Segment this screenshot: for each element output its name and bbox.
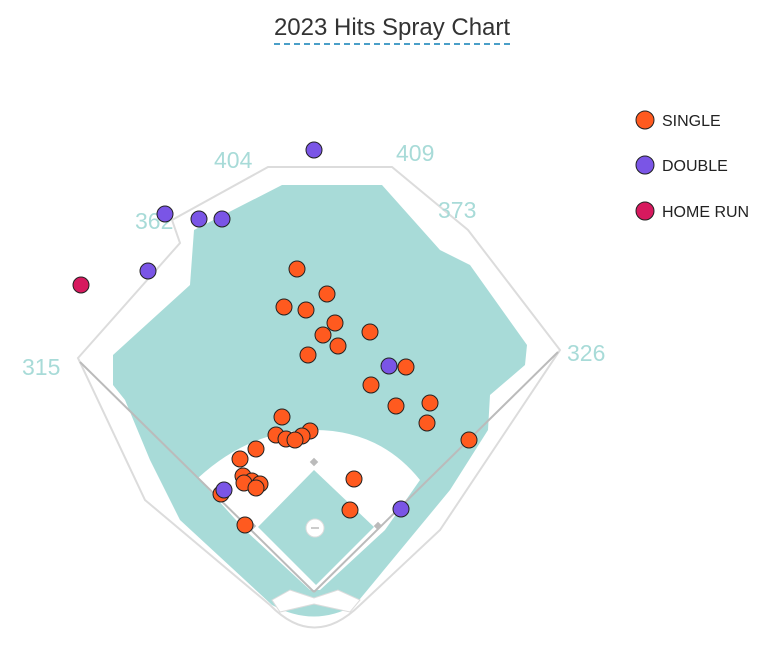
hit-marker-single <box>418 414 436 432</box>
hit-marker-single <box>387 397 405 415</box>
distance-labels: 315 362 404 409 373 326 <box>22 140 605 380</box>
hit-marker-single <box>345 470 363 488</box>
hit-marker-single <box>299 346 317 364</box>
hit-marker-double <box>156 205 174 223</box>
distance-label-lcf: 404 <box>214 147 253 173</box>
hit-marker-double <box>215 481 233 499</box>
hit-marker-single <box>361 323 379 341</box>
hit-marker-home-run <box>72 276 90 294</box>
legend-label-double: DOUBLE <box>662 158 728 175</box>
distance-label-rcf: 409 <box>396 140 434 166</box>
hit-marker-double <box>305 141 323 159</box>
hit-marker-single <box>297 301 315 319</box>
hit-marker-double <box>380 357 398 375</box>
first-base <box>373 521 383 531</box>
legend-marker-home-run <box>635 201 655 221</box>
legend-label-single: SINGLE <box>662 113 721 130</box>
legend: SINGLE DOUBLE HOME RUN <box>635 110 749 221</box>
hit-marker-single <box>286 431 304 449</box>
hit-marker-single <box>362 376 380 394</box>
legend-item-double[interactable]: DOUBLE <box>635 155 728 175</box>
hit-marker-single <box>460 431 478 449</box>
hits <box>72 141 478 534</box>
hit-marker-single <box>231 450 249 468</box>
hit-marker-single <box>341 501 359 519</box>
right-foul-line <box>313 351 559 593</box>
legend-item-home-run[interactable]: HOME RUN <box>635 201 749 221</box>
legend-item-single[interactable]: SINGLE <box>635 110 721 130</box>
chart-title-text: 2023 Hits Spray Chart <box>273 14 511 45</box>
hit-marker-single <box>247 440 265 458</box>
hit-marker-single <box>329 337 347 355</box>
ballpark-field <box>76 166 562 629</box>
hit-marker-single <box>275 298 293 316</box>
hit-marker-single <box>288 260 306 278</box>
chart-title: 2023 Hits Spray Chart <box>0 14 784 45</box>
second-base <box>309 457 319 467</box>
hit-marker-double <box>213 210 231 228</box>
hit-marker-single <box>326 314 344 332</box>
hit-marker-double <box>139 262 157 280</box>
hit-marker-single <box>318 285 336 303</box>
hit-marker-double <box>190 210 208 228</box>
grass <box>113 185 527 617</box>
distance-label-rf-line: 326 <box>567 340 605 366</box>
hit-marker-double <box>392 500 410 518</box>
legend-marker-double <box>635 155 655 175</box>
hit-marker-single <box>421 394 439 412</box>
distance-label-lf-line: 315 <box>22 354 60 380</box>
hit-marker-single <box>273 408 291 426</box>
home-plate-area <box>271 589 361 613</box>
hit-marker-single <box>247 479 265 497</box>
left-foul-line <box>79 361 315 593</box>
hit-marker-single <box>236 516 254 534</box>
hit-marker-single <box>314 326 332 344</box>
distance-label-rf: 373 <box>438 197 476 223</box>
legend-label-home-run: HOME RUN <box>662 204 749 221</box>
hit-marker-single <box>397 358 415 376</box>
legend-marker-single <box>635 110 655 130</box>
